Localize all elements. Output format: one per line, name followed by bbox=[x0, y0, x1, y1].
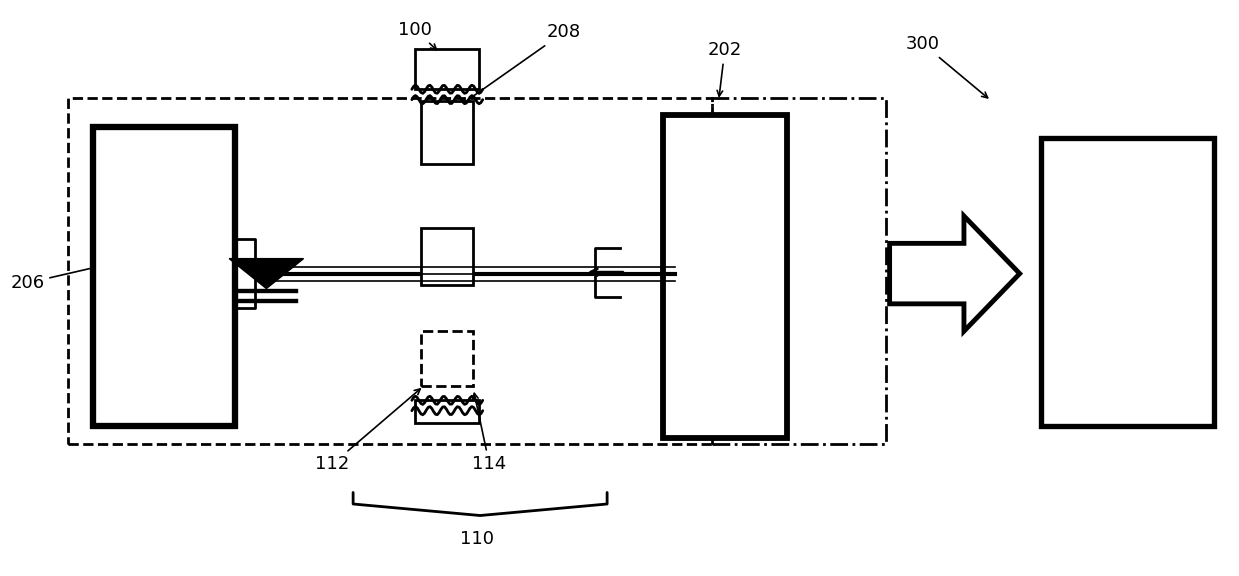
Text: 110: 110 bbox=[460, 529, 494, 548]
Bar bbox=[421, 228, 473, 285]
Bar bbox=[93, 127, 235, 426]
Bar bbox=[421, 331, 473, 386]
Bar bbox=[415, 49, 479, 89]
Text: 300: 300 bbox=[906, 35, 987, 98]
Bar bbox=[68, 98, 712, 444]
Bar bbox=[421, 101, 473, 164]
Text: 206: 206 bbox=[10, 268, 90, 292]
Text: 202: 202 bbox=[707, 41, 742, 96]
Text: 208: 208 bbox=[462, 24, 581, 104]
Polygon shape bbox=[229, 259, 304, 289]
Text: 100: 100 bbox=[398, 21, 436, 50]
Bar bbox=[1041, 138, 1214, 426]
Bar bbox=[663, 115, 787, 438]
Bar bbox=[415, 400, 479, 423]
Text: 112: 112 bbox=[315, 389, 420, 473]
Text: 114: 114 bbox=[472, 393, 507, 473]
Polygon shape bbox=[890, 216, 1020, 331]
Bar bbox=[712, 98, 886, 444]
